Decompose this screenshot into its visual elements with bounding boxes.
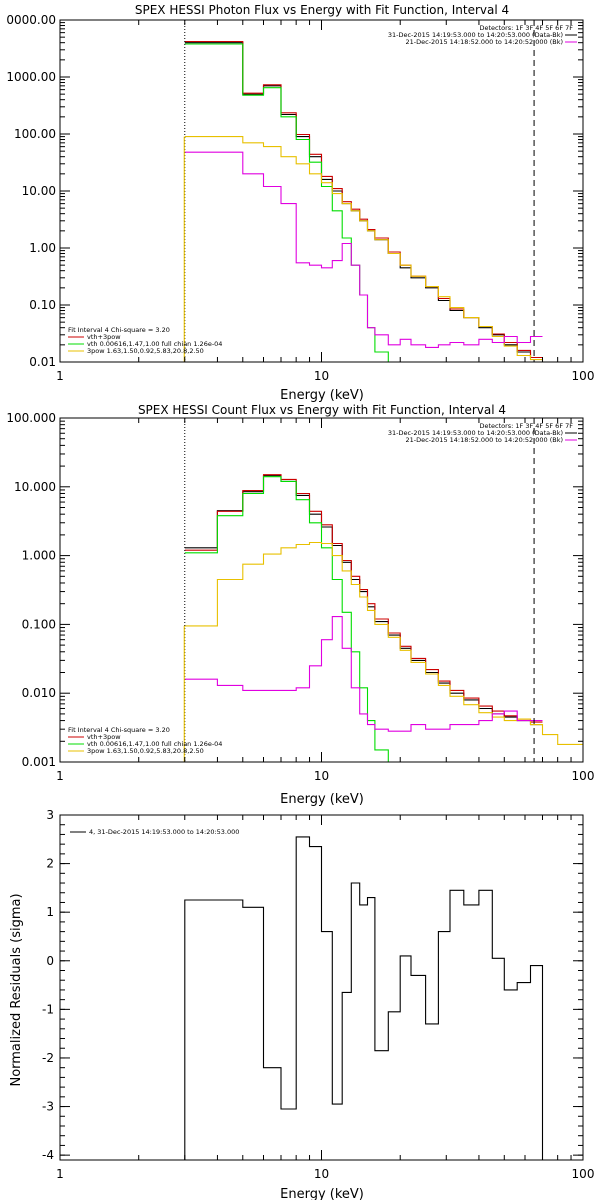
photon-legend-line: vth 0.00616,1.47,1.00 full chian 1.26e-0… [87,340,222,348]
count-legend-line: vth+3pow [87,733,121,741]
count-legend-line: 3pow 1.63,1.50,0.92,5.83,20.8,2.50 [87,747,204,755]
photon-legend-line: vth+3pow [87,333,121,341]
photon-y-tick-label: 0.10 [29,298,56,312]
photon-y-tick-label: 0.01 [29,355,56,369]
count-series-3pow [184,541,583,745]
photon-x-tick-label: 1 [56,369,64,383]
residual-y-tick-label: -1 [42,1002,54,1016]
photon-x-tick-label: 100 [572,369,595,383]
count-legend-line: Fit Interval 4 Chi-square = 3.20 [68,726,170,734]
residual-x-axis-label: Energy (keV) [280,1187,364,1200]
photon-series-3pow [184,136,558,362]
residual-x-tick-label: 100 [572,1167,595,1181]
count-x-axis-label: Energy (keV) [280,792,364,807]
count-legend-line: vth 0.00616,1.47,1.00 full chian 1.26e-0… [87,740,222,748]
count-y-tick-label: 100.000 [6,411,56,425]
count-x-tick-label: 1 [56,769,64,783]
photon-series-vth [184,43,389,362]
residual-plot: 1 10 100 -4 -3 -2 -1 0 1 2 3 4, 31-Dec-2015 14:19:5… [42,808,594,1181]
residual-y-axis-label: Normalized Residuals (sigma) [9,893,24,1086]
count-series-group [184,474,583,762]
count-y-tick-label: 0.100 [22,617,56,631]
count-y-tick-label: 1.000 [22,549,56,563]
photon-series-vth+3pow [184,40,543,359]
photon-legend-line: 3pow 1.63,1.50,0.92,5.83,20.8,2.50 [87,347,204,355]
photon-y-tick-label: 100.00 [14,127,56,141]
photon-x-axis-label: Energy (keV) [280,388,364,403]
residual-y-tick-label: -3 [42,1100,54,1114]
count-y-tick-label: 0.001 [22,755,56,769]
count-series-vth [184,476,401,762]
count-chart-title: SPEX HESSI Count Flux vs Energy with Fit… [138,403,506,417]
photon-info-top-line: 21-Dec-2015 14:18:52.000 to 14:20:52.000… [406,38,564,46]
photon-series-background [184,151,543,348]
count-y-tick-label: 0.010 [22,686,56,700]
count-info-top-line: 31-Dec-2015 14:19:53.000 to 14:20:53.000… [388,429,563,437]
photon-info-top-line: 31-Dec-2015 14:19:53.000 to 14:20:53.000… [388,31,563,39]
photon-y-tick-label: 10.00 [22,184,56,198]
photon-chart-title: SPEX HESSI Photon Flux vs Energy with Fi… [135,3,509,17]
residual-series-group [184,836,544,1160]
photon-series-group [184,40,558,362]
residual-x-tick-label: 1 [56,1167,64,1181]
count-x-tick-label: 100 [572,769,595,783]
count-series-background [184,616,543,732]
residual-y-tick-label: 2 [46,857,54,871]
photon-series-data [184,42,543,359]
photon-info-top-line: Detectors: 1F 3F 4F 5F 6F 7F [479,24,573,32]
photon-y-tick-label: 1000.00 [6,70,56,84]
residual-legend-label: 4, 31-Dec-2015 14:19:53.000 to 14:20:53.… [89,828,239,836]
photon-x-tick-label: 10 [314,369,329,383]
residual-x-tick-label: 10 [314,1167,329,1181]
count-y-tick-label: 10.000 [14,480,56,494]
count-x-tick-label: 10 [314,769,329,783]
residual-y-tick-label: -4 [42,1148,54,1162]
photon-plot: 1 10 100 0.01 0.10 1.00 10.00 100.00 1000.00 0000… [6,13,594,383]
photon-frame [59,19,584,363]
residual-y-tick-label: 3 [46,808,54,822]
residual-y-tick-label: -2 [42,1051,54,1065]
photon-legend-line: Fit Interval 4 Chi-square = 3.20 [68,326,170,334]
count-info-top-line: 21-Dec-2015 14:18:52.000 to 14:20:52.000… [406,436,564,444]
residual-y-tick-label: 0 [46,954,54,968]
count-plot: 1 10 100 0.001 0.010 0.100 1.000 10.000 100.000 D… [6,411,594,783]
residual-series-residuals [184,836,544,1160]
photon-y-tick-label: 0000.00 [6,13,56,27]
count-info-top-line: Detectors: 1F 3F 4F 5F 6F 7F [479,422,573,430]
photon-y-tick-label: 1.00 [29,241,56,255]
residual-y-tick-label: 1 [46,905,54,919]
count-frame [59,417,584,763]
